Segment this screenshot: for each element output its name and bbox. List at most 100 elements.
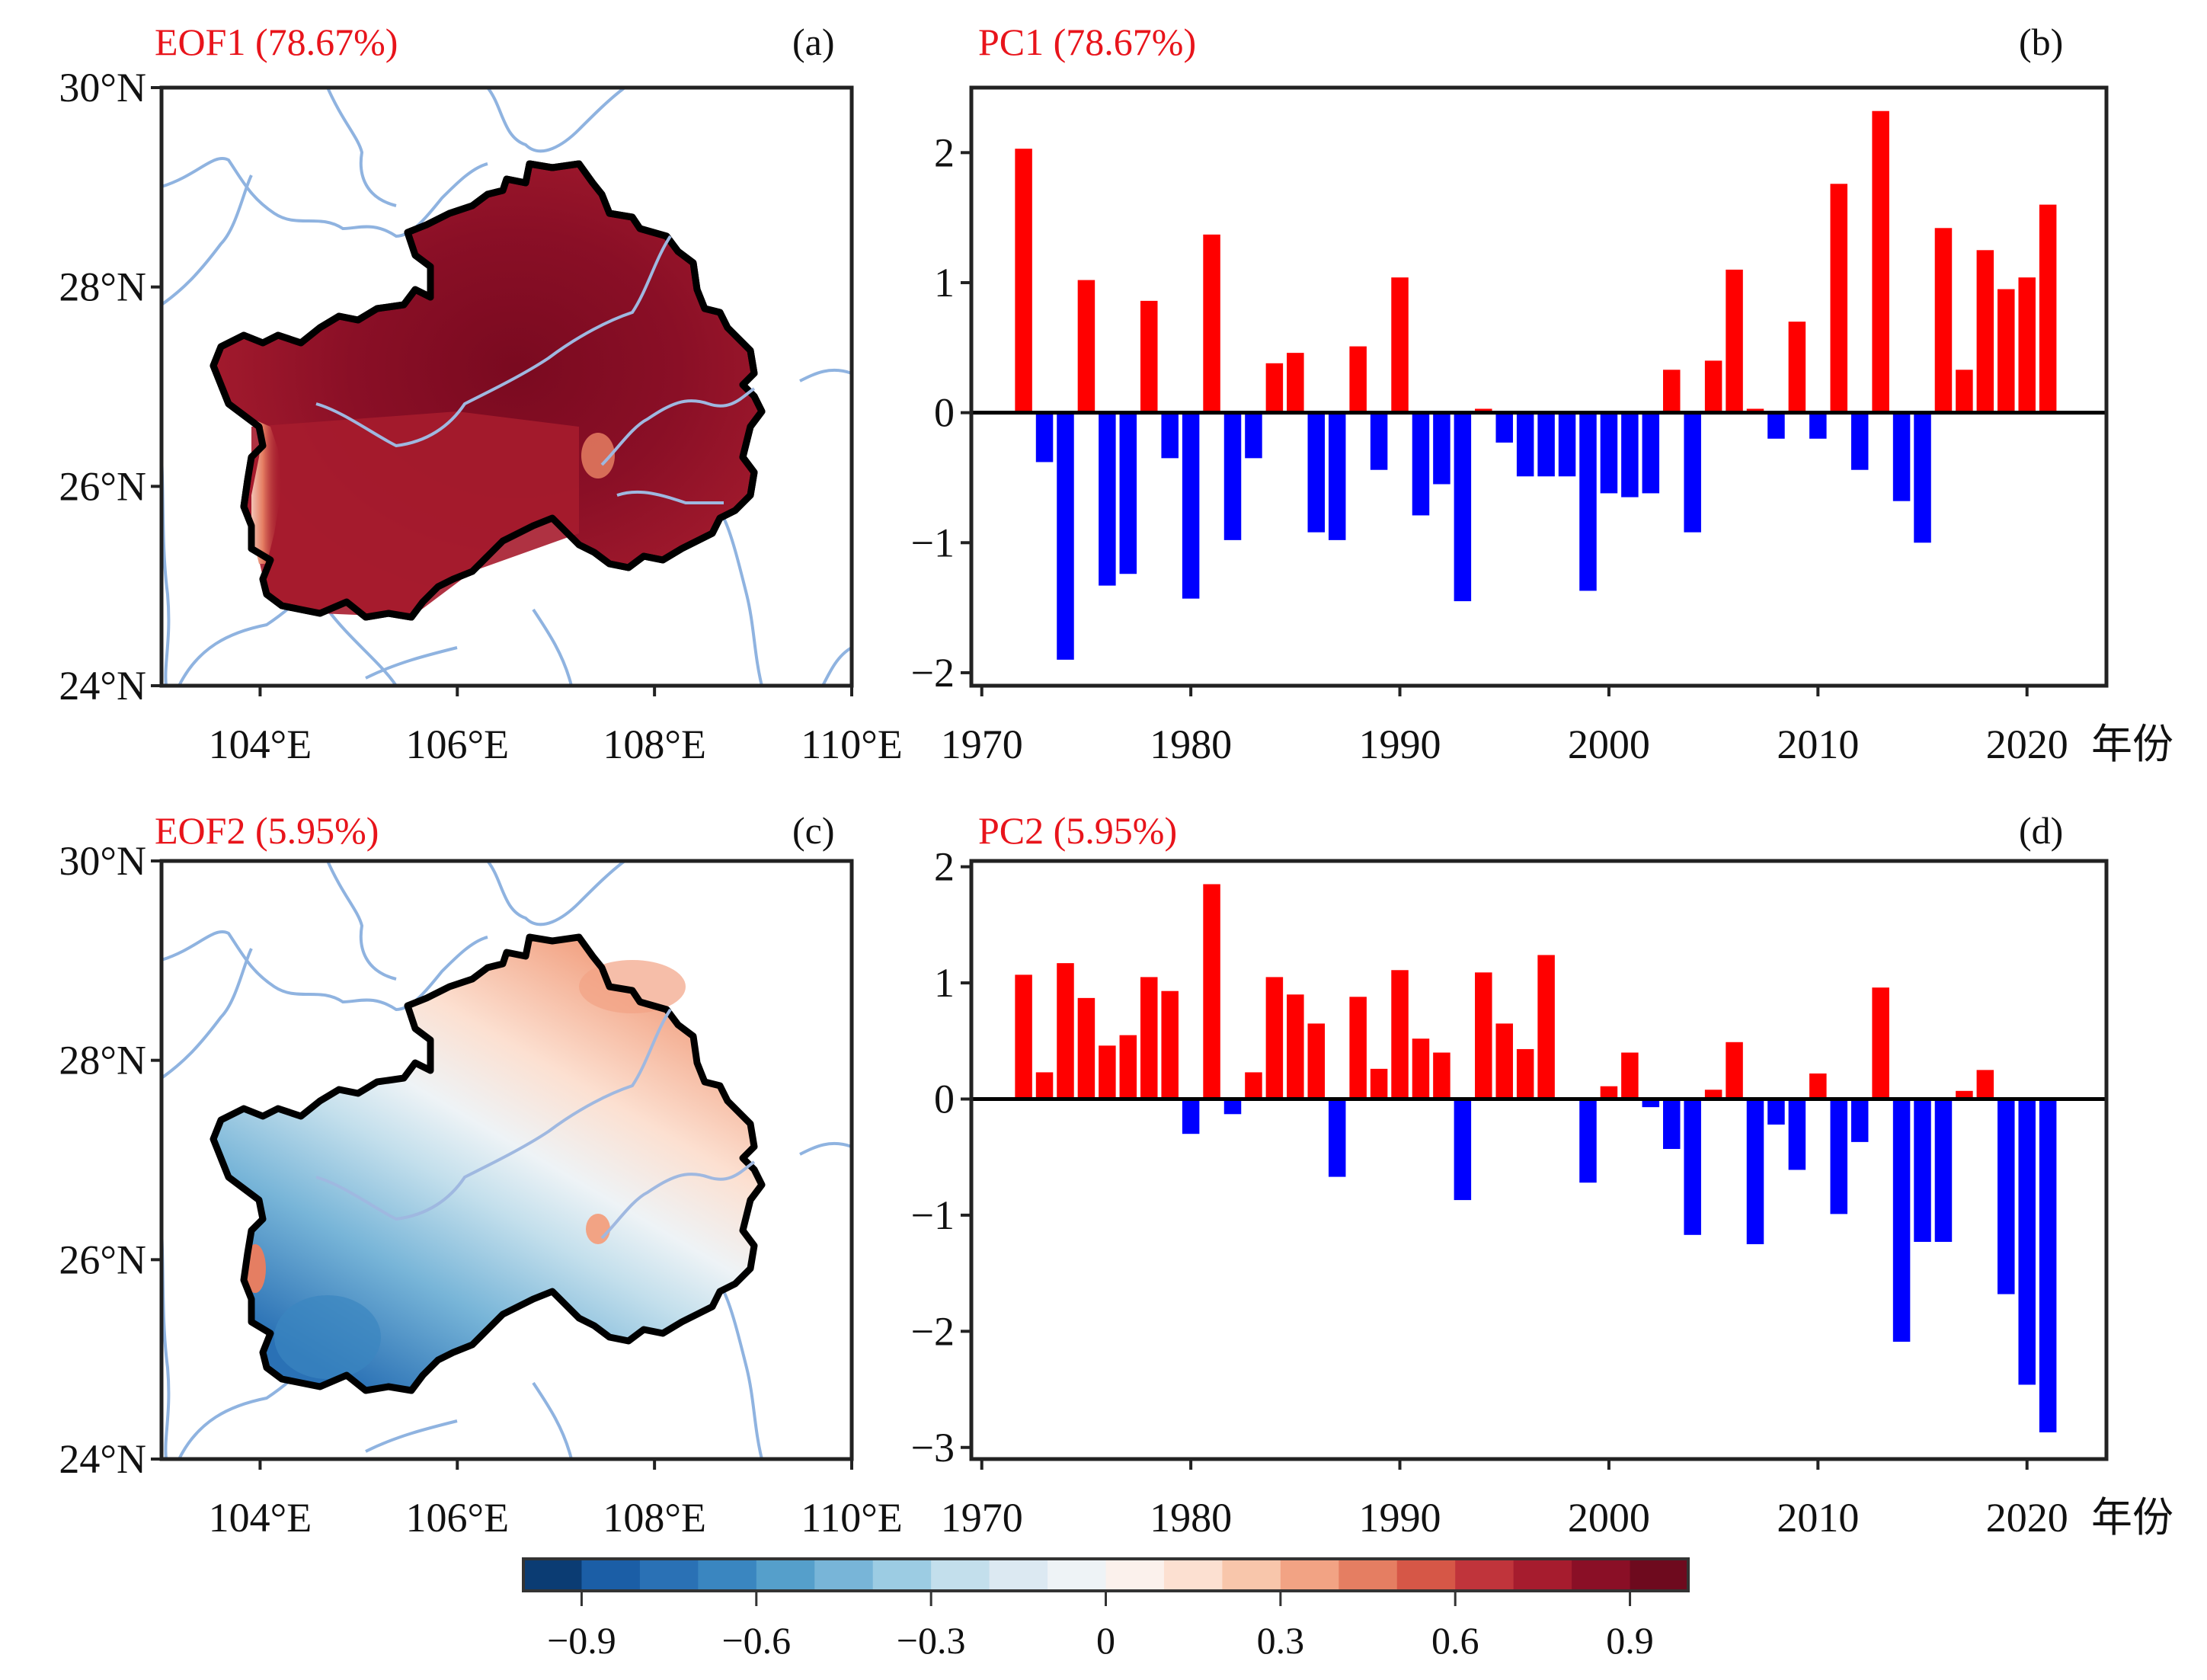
lon-tick-label: 108°E [603, 1495, 706, 1541]
bar-1999 [1579, 1099, 1597, 1183]
bar-1979 [1161, 990, 1179, 1099]
x-tick-label: 1970 [941, 722, 1023, 767]
x-tick-label: 1980 [1150, 1495, 1232, 1541]
bar-1975 [1077, 280, 1096, 413]
bar-1976 [1099, 1045, 1116, 1099]
colorbar-bin [639, 1559, 699, 1591]
bar-1995 [1495, 1023, 1513, 1099]
colorbar-bin [1513, 1559, 1572, 1591]
bar-1984 [1265, 977, 1284, 1099]
colorbar-bin [931, 1559, 990, 1591]
y-tick-label: −1 [911, 1192, 955, 1238]
colorbar-bin [1163, 1559, 1223, 1591]
bar-2014 [1892, 1099, 1911, 1342]
bar-2008 [1767, 1099, 1785, 1125]
lat-tick-label: 28°N [59, 264, 146, 310]
bar-2004 [1684, 412, 1701, 533]
y-tick-label: 0 [934, 1076, 955, 1122]
lon-tick-label: 104°E [209, 1495, 312, 1541]
colorbar-tick-label: 0.6 [1431, 1619, 1479, 1662]
bar-2007 [1746, 1099, 1764, 1245]
colorbar-bin [698, 1559, 757, 1591]
bar-1990 [1391, 970, 1409, 1099]
colorbar-bin [1572, 1559, 1631, 1591]
bar-2018 [1976, 250, 1994, 413]
bar-1992 [1433, 412, 1451, 485]
panel-a-label: (a) [792, 21, 835, 63]
lat-tick-label: 26°N [59, 1237, 146, 1282]
lat-tick-label: 30°N [59, 838, 146, 884]
colorbar-ticks: −0.9 −0.6 −0.3 0 0.3 0.6 0.9 [547, 1591, 1654, 1662]
bar-2005 [1704, 1090, 1722, 1099]
bar-1981 [1203, 884, 1220, 1099]
bar-1989 [1370, 412, 1388, 470]
bar-1977 [1119, 412, 1137, 574]
panel-a-title: EOF1 (78.67%) [155, 21, 398, 63]
bar-1979 [1161, 412, 1179, 459]
x-tick-label: 2020 [1986, 1495, 2068, 1541]
y-tick-label: 0 [934, 390, 955, 436]
bar-2009 [1788, 322, 1806, 413]
colorbar-tick-label: 0.9 [1606, 1619, 1654, 1662]
bar-2017 [1956, 370, 1973, 413]
panel-b-label: (b) [2019, 21, 2063, 63]
panel-d: PC2 (5.95%) (d) 2 1 0 −1 −2 −3 1970 1980 1990 20… [911, 809, 2173, 1541]
y-tick-label: 1 [934, 260, 955, 306]
bar-2007 [1746, 408, 1764, 413]
inner-rivers-c [315, 1008, 756, 1240]
pc1-frame [969, 85, 2109, 688]
x-tick-label: 1970 [941, 1495, 1023, 1541]
panel-c-label: (c) [792, 809, 835, 852]
bar-2003 [1662, 370, 1681, 413]
colorbar-bin [756, 1559, 815, 1591]
eof2-southwest-low [274, 1295, 381, 1379]
bar-1996 [1516, 1048, 1534, 1099]
bar-2002 [1642, 412, 1660, 494]
bar-2002 [1642, 1099, 1660, 1108]
bar-1988 [1349, 997, 1367, 1099]
bar-1973 [1035, 1072, 1054, 1099]
bar-2017 [1956, 1090, 1973, 1099]
bar-2008 [1767, 412, 1785, 439]
pc2-bars [1015, 884, 2057, 1432]
colorbar: −0.9 −0.6 −0.3 0 0.3 0.6 0.9 [522, 1557, 1690, 1662]
panel-d-label: (d) [2019, 809, 2063, 852]
bar-1986 [1307, 1023, 1326, 1099]
bar-1976 [1099, 412, 1116, 586]
bar-1983 [1245, 1072, 1262, 1099]
bar-1987 [1328, 412, 1346, 540]
lon-tick-label: 108°E [603, 722, 706, 767]
pc2-y-ticks: 2 1 0 −1 −2 −3 [911, 844, 971, 1470]
map-c-frame [159, 859, 854, 1461]
inner-rivers-a [315, 235, 756, 504]
map-a-frame [159, 85, 854, 688]
pc1-x-ticks: 1970 1980 1990 2000 2010 2020 [941, 686, 2068, 767]
panel-b: PC1 (78.67%) (b) 2 1 0 −1 −2 1970 1980 1990 200… [911, 21, 2173, 767]
bar-1999 [1579, 412, 1597, 591]
bar-2001 [1621, 1052, 1639, 1099]
colorbar-bin [872, 1559, 932, 1591]
bar-2014 [1892, 412, 1911, 501]
y-tick-label: 1 [934, 960, 955, 1006]
y-tick-label: −3 [911, 1425, 955, 1470]
bar-2010 [1809, 1073, 1827, 1099]
lon-tick-label: 110°E [801, 722, 903, 767]
bar-1991 [1412, 412, 1430, 516]
colorbar-bins [523, 1559, 1689, 1591]
bar-1993 [1454, 412, 1472, 602]
colorbar-bin [1455, 1559, 1515, 1591]
x-tick-label: 1990 [1359, 722, 1441, 767]
y-tick-label: −2 [911, 650, 955, 696]
bar-2003 [1662, 1099, 1681, 1150]
bar-1980 [1182, 1099, 1200, 1134]
bar-2016 [1934, 228, 1953, 413]
pc2-x-axis-label: 年份 [2091, 1495, 2173, 1541]
x-tick-label: 1980 [1150, 722, 1232, 767]
bar-1972 [1015, 149, 1032, 413]
eof2-northeast-high [579, 960, 686, 1013]
colorbar-tick-label: −0.9 [547, 1619, 616, 1662]
y-tick-label: 2 [934, 130, 955, 175]
bar-1982 [1223, 412, 1242, 540]
bar-1980 [1182, 412, 1200, 599]
